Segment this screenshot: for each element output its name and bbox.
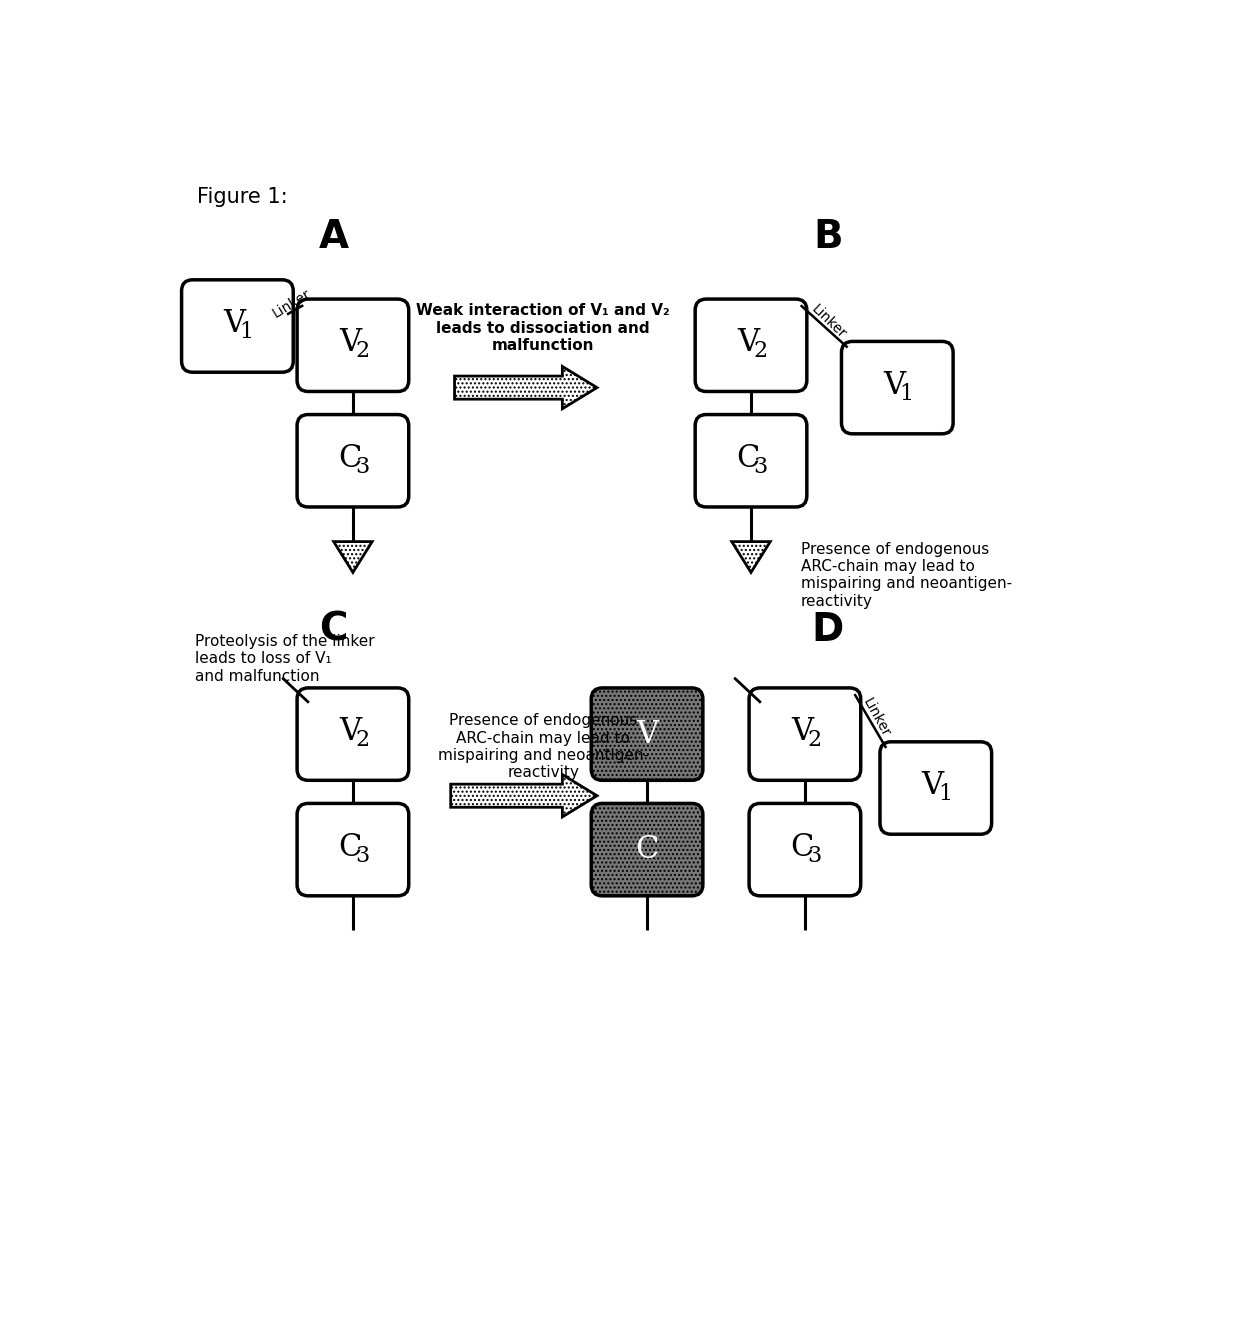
Text: 3: 3 [807, 845, 821, 867]
Polygon shape [334, 542, 372, 572]
FancyBboxPatch shape [591, 804, 703, 896]
Text: 2: 2 [355, 340, 370, 362]
Text: 3: 3 [753, 456, 768, 478]
FancyBboxPatch shape [842, 341, 954, 434]
FancyBboxPatch shape [298, 804, 409, 896]
FancyBboxPatch shape [749, 688, 861, 780]
FancyBboxPatch shape [749, 804, 861, 896]
Text: 2: 2 [753, 340, 768, 362]
Text: C: C [635, 834, 658, 865]
FancyBboxPatch shape [298, 688, 409, 780]
Text: Linker: Linker [808, 302, 849, 341]
FancyBboxPatch shape [696, 299, 807, 391]
FancyBboxPatch shape [591, 688, 703, 780]
Text: V: V [883, 370, 905, 401]
Polygon shape [732, 542, 770, 572]
Text: 1: 1 [239, 322, 254, 343]
Text: D: D [812, 612, 844, 648]
Text: Presence of endogenous
ARC-chain may lead to
mispairing and neoantigen-
reactivi: Presence of endogenous ARC-chain may lea… [438, 713, 649, 780]
Text: 1: 1 [899, 382, 914, 405]
Polygon shape [455, 366, 596, 409]
Text: V: V [737, 327, 759, 358]
Text: C: C [737, 443, 760, 474]
Text: Proteolysis of the linker
leads to loss of V₁
and malfunction: Proteolysis of the linker leads to loss … [195, 634, 374, 684]
Text: Figure 1:: Figure 1: [197, 187, 288, 207]
Text: V: V [791, 716, 813, 747]
Text: 3: 3 [355, 456, 370, 478]
Text: C: C [339, 832, 362, 863]
Text: V: V [339, 716, 361, 747]
FancyBboxPatch shape [181, 279, 293, 372]
Text: C: C [320, 612, 348, 648]
FancyBboxPatch shape [298, 415, 409, 507]
Text: V: V [921, 770, 944, 801]
Text: A: A [319, 219, 348, 256]
Text: V: V [339, 327, 361, 358]
Text: V: V [223, 308, 246, 339]
Text: Linker: Linker [270, 287, 314, 320]
Text: B: B [813, 219, 843, 256]
FancyBboxPatch shape [298, 299, 409, 391]
Text: 3: 3 [355, 845, 370, 867]
Text: 2: 2 [355, 729, 370, 751]
Text: 2: 2 [807, 729, 821, 751]
Text: 1: 1 [937, 783, 952, 805]
Text: Linker: Linker [861, 696, 893, 739]
Polygon shape [450, 775, 596, 817]
Text: Weak interaction of V₁ and V₂
leads to dissociation and
malfunction: Weak interaction of V₁ and V₂ leads to d… [417, 303, 670, 353]
FancyBboxPatch shape [880, 742, 992, 834]
FancyBboxPatch shape [696, 415, 807, 507]
Text: C: C [790, 832, 813, 863]
Text: Presence of endogenous
ARC-chain may lead to
mispairing and neoantigen-
reactivi: Presence of endogenous ARC-chain may lea… [801, 542, 1012, 609]
Text: C: C [339, 443, 362, 474]
Text: V: V [636, 718, 658, 750]
